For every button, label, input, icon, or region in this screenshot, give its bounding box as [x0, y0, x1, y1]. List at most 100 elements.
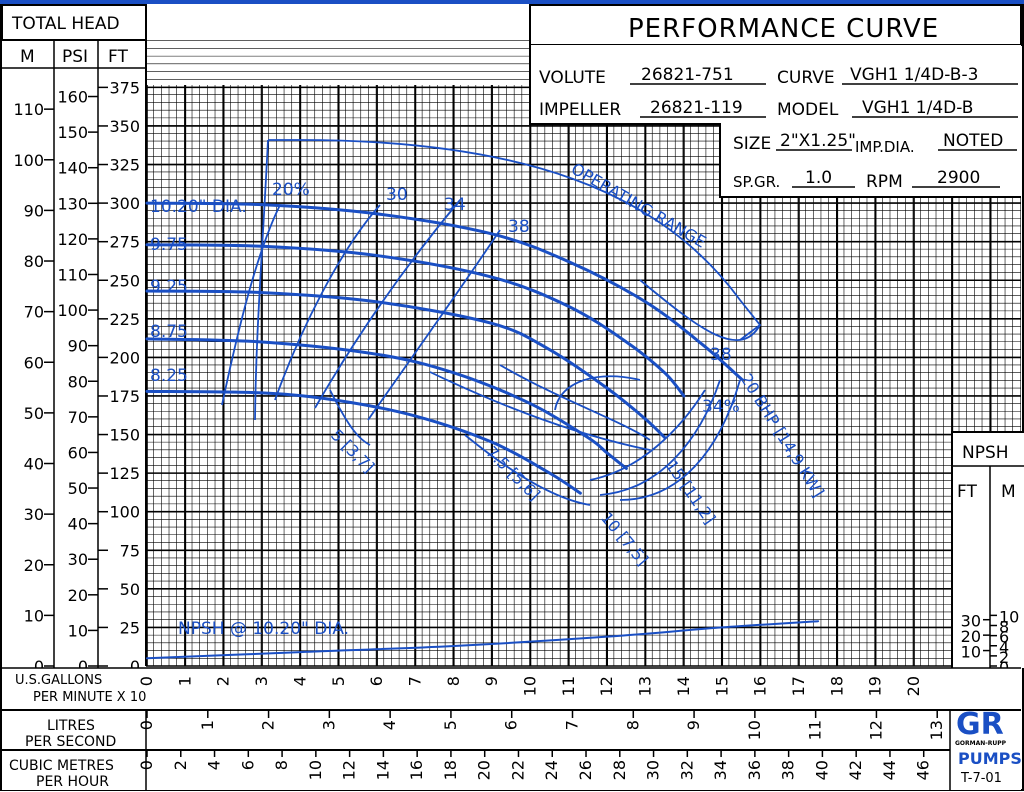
- psi-tick-label: 100: [57, 301, 88, 320]
- m3h-tick-label: 30: [644, 760, 663, 780]
- m3h-tick-label: 14: [373, 760, 392, 780]
- m3h-tick-label: 26: [576, 760, 595, 780]
- gpm-tick-label: 16: [751, 676, 770, 696]
- gpm-tick-label: 3: [252, 676, 271, 686]
- total-head-label: TOTAL HEAD: [11, 14, 120, 34]
- ft-tick-label: 250: [109, 271, 140, 290]
- lps-tick-label: 13: [927, 720, 946, 740]
- m3h-axis-label-1: CUBIC METRES: [9, 758, 114, 774]
- efficiency-label: 30: [386, 185, 408, 205]
- head-curve-line: [145, 201, 743, 381]
- psi-tick-label: 70: [68, 408, 88, 427]
- header-box: PERFORMANCE CURVE VOLUTE 26821-751 CURVE…: [529, 4, 1022, 198]
- ft-tick-label: 0: [130, 657, 140, 676]
- model-value: VGH1 1/4D-B: [862, 98, 973, 118]
- size-label: SIZE: [733, 134, 771, 154]
- m3h-tick-label: 12: [340, 760, 359, 780]
- head-curve-line: [145, 337, 628, 470]
- curves-layer: [145, 139, 820, 660]
- ft-tick-label: 175: [109, 387, 140, 406]
- m3h-tick-label: 38: [779, 760, 798, 780]
- gpm-tick-label: 7: [405, 676, 424, 686]
- m3h-tick-label: 40: [812, 760, 831, 780]
- gpm-tick-label: 4: [290, 676, 309, 686]
- npsh-m-tick-label: 2: [999, 648, 1009, 667]
- spgr-label: SP.GR.: [733, 173, 780, 191]
- m3h-tick-label: 18: [441, 760, 460, 780]
- lps-tick-label: 3: [319, 720, 338, 730]
- efficiency-label: 34: [444, 195, 466, 215]
- gpm-tick-label: 10: [521, 676, 540, 696]
- efficiency-label: 20%: [272, 180, 310, 200]
- npsh-ft-tick-label: 10: [961, 643, 981, 662]
- performance-contour-line: [554, 375, 641, 411]
- ft-tick-label: 350: [109, 117, 140, 136]
- m-tick-label: 70: [24, 303, 44, 322]
- gpm-tick-label: 17: [789, 676, 808, 696]
- diameter-label: 8.25: [150, 366, 188, 386]
- diameter-label: 10.20" DIA.: [150, 197, 247, 217]
- psi-tick-label: 140: [57, 159, 88, 178]
- m3h-tick-label: 2: [171, 760, 190, 770]
- m3h-tick-label: 0: [137, 760, 156, 770]
- psi-unit-label: PSI: [62, 47, 88, 67]
- gpm-axis-label-2: PER MINUTE X 10: [33, 690, 146, 705]
- ft-tick-label: 100: [109, 503, 140, 522]
- bhp-label: 5 [3,7]: [327, 425, 378, 476]
- lps-tick-label: 2: [259, 720, 278, 730]
- lps-tick-label: 0: [137, 720, 156, 730]
- npsh-m-tick-label: 10: [999, 607, 1019, 626]
- gpm-tick-label: 15: [712, 676, 731, 696]
- m3h-tick-label: 28: [610, 760, 629, 780]
- gpm-tick-label: 9: [482, 676, 501, 686]
- logo-letters: GR: [956, 707, 1004, 742]
- impeller-label: IMPELLER: [539, 100, 621, 120]
- impeller-value: 26821-119: [650, 98, 743, 118]
- lps-tick-label: 9: [684, 720, 703, 730]
- gpm-tick-label: 11: [559, 676, 578, 696]
- m-tick-label: 60: [24, 353, 44, 372]
- lps-axis-label-1: LITRES: [47, 718, 95, 734]
- size-value: 2"X1.25": [780, 131, 856, 151]
- chart-title: PERFORMANCE CURVE: [628, 14, 939, 44]
- npsh-m-tick-label: 6: [999, 628, 1009, 647]
- gpm-tick-label: 20: [904, 676, 923, 696]
- ft-tick-label: 325: [109, 156, 140, 175]
- performance-contour-line: [274, 204, 381, 401]
- npsh-box-title: NPSH: [962, 443, 1009, 463]
- npsh-ft-tick-label: 20: [961, 627, 981, 646]
- lps-tick-label: 12: [866, 720, 885, 740]
- model-label: MODEL: [777, 100, 839, 120]
- logo-code: T-7-01: [960, 771, 1002, 786]
- performance-contour-line: [429, 371, 651, 451]
- npsh-m-unit: M: [1001, 482, 1016, 502]
- npsh-m-tick-label: 8: [999, 618, 1009, 637]
- m-tick-label: 40: [24, 455, 44, 474]
- gorman-rupp-logo: GR GORMAN-RUPP PUMPS T-7-01: [955, 707, 1022, 786]
- logo-pumps: PUMPS: [958, 749, 1022, 768]
- psi-tick-label: 40: [68, 515, 88, 534]
- lps-tick-label: 10: [745, 720, 764, 740]
- ft-unit-label: FT: [108, 47, 128, 67]
- gpm-tick-label: 13: [636, 676, 655, 696]
- m3h-tick-label: 6: [238, 760, 257, 770]
- y-axis-ticks: 0255075100125150175200225250275300325350…: [13, 78, 140, 676]
- gpm-tick-label: 19: [866, 676, 885, 696]
- lps-tick-label: 5: [441, 720, 460, 730]
- head-axis-block: TOTAL HEAD M PSI FT: [1, 4, 147, 668]
- m-tick-label: 100: [13, 151, 44, 170]
- npsh-ft-unit: FT: [957, 482, 977, 502]
- gpm-axis-label-1: U.S.GALLONS: [15, 673, 102, 688]
- psi-tick-label: 30: [68, 550, 88, 569]
- m3h-tick-label: 46: [914, 760, 933, 780]
- performance-contour-line: [299, 139, 762, 341]
- volute-label: VOLUTE: [539, 68, 606, 88]
- m3h-tick-label: 10: [306, 760, 325, 780]
- diameter-label: 8.75: [150, 322, 188, 342]
- x-axis-ticks: 0 1 2 3 4 5 6 7 8 9 10 11 12 13 14 15 16 17 18 19 200 1 2 3 4 5 6 7…: [137, 676, 946, 780]
- m3h-tick-label: 8: [272, 760, 291, 770]
- curve-label: CURVE: [777, 68, 835, 88]
- psi-tick-label: 20: [68, 586, 88, 605]
- lps-tick-label: 4: [380, 720, 399, 730]
- m3h-tick-label: 36: [745, 760, 764, 780]
